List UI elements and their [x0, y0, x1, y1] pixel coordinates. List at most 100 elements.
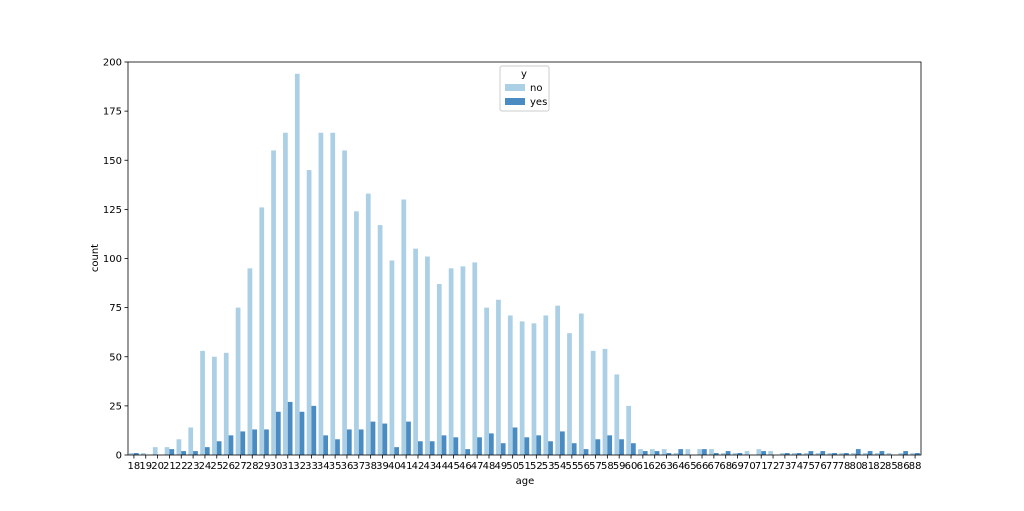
- x-tick-label-57: 57: [589, 461, 602, 472]
- x-tick-label-24: 24: [199, 461, 212, 472]
- bar-no-24: [200, 350, 205, 455]
- bar-no-61: [638, 449, 643, 455]
- bar-no-78: [839, 453, 845, 455]
- y-tick-label-75: 75: [109, 303, 122, 314]
- legend-label-yes: yes: [530, 97, 547, 108]
- bar-yes-39: [382, 423, 388, 455]
- bar-no-55: [567, 333, 572, 455]
- x-tick-label-28: 28: [246, 461, 259, 472]
- legend-label-no: no: [530, 83, 542, 94]
- x-tick-label-38: 38: [364, 461, 377, 472]
- bar-yes-18: [133, 453, 139, 455]
- bar-yes-54: [560, 431, 565, 455]
- bar-no-77: [827, 453, 833, 455]
- bar-no-82: [874, 453, 880, 455]
- bar-yes-28: [252, 429, 258, 455]
- bar-no-34: [318, 132, 324, 456]
- bar-no-51: [519, 321, 525, 455]
- x-tick-label-45: 45: [447, 461, 460, 472]
- bar-yes-73: [784, 453, 790, 455]
- x-tick-label-76: 76: [814, 461, 827, 472]
- bar-no-37: [354, 211, 359, 455]
- bar-no-50: [507, 315, 513, 455]
- x-tick-label-67: 67: [708, 461, 721, 472]
- bar-yes-40: [394, 447, 400, 455]
- x-tick-label-46: 46: [459, 461, 472, 472]
- x-tick-label-52: 52: [530, 461, 543, 472]
- bar-no-29: [259, 207, 265, 455]
- x-tick-label-80: 80: [850, 461, 863, 472]
- bar-no-30: [271, 150, 276, 455]
- bar-yes-34: [323, 435, 329, 455]
- bar-no-19: [141, 453, 146, 455]
- x-tick-label-71: 71: [755, 461, 768, 472]
- bar-no-21: [164, 447, 170, 455]
- bar-no-56: [578, 313, 584, 455]
- bar-yes-66: [702, 449, 707, 455]
- x-tick-label-21: 21: [163, 461, 176, 472]
- bar-no-85: [886, 453, 892, 455]
- bar-no-66: [697, 449, 703, 455]
- bar-no-31: [283, 132, 288, 456]
- x-tick-label-23: 23: [187, 461, 200, 472]
- x-tick-label-64: 64: [672, 461, 685, 472]
- bar-no-57: [590, 350, 596, 455]
- x-tick-label-88: 88: [909, 461, 922, 472]
- bar-yes-58: [607, 435, 613, 455]
- bar-no-38: [365, 193, 371, 455]
- bar-yes-56: [583, 449, 589, 455]
- y-tick-label-175: 175: [103, 107, 122, 118]
- bar-no-28: [247, 268, 253, 455]
- bar-no-67: [709, 449, 714, 455]
- bar-yes-86: [903, 451, 908, 455]
- bar-yes-52: [536, 435, 542, 455]
- bar-no-33: [306, 170, 312, 455]
- bar-no-76: [815, 453, 821, 455]
- bar-yes-61: [642, 451, 648, 455]
- bar-no-70: [744, 451, 750, 455]
- x-tick-label-32: 32: [293, 461, 306, 472]
- x-tick-label-29: 29: [258, 461, 271, 472]
- x-tick-label-74: 74: [790, 461, 803, 472]
- bar-yes-22: [181, 451, 186, 455]
- x-tick-label-18: 18: [128, 461, 141, 472]
- x-tick-label-22: 22: [175, 461, 188, 472]
- bar-yes-30: [275, 411, 281, 455]
- bar-no-40: [389, 260, 395, 455]
- x-tick-label-66: 66: [696, 461, 709, 472]
- y-tick-label-150: 150: [103, 156, 122, 167]
- bar-no-45: [448, 268, 454, 455]
- bar-yes-21: [169, 449, 175, 455]
- bar-yes-81: [867, 451, 873, 455]
- x-tick-label-37: 37: [352, 461, 365, 472]
- bar-no-69: [732, 453, 738, 455]
- x-tick-label-58: 58: [601, 461, 614, 472]
- bar-yes-59: [619, 439, 624, 455]
- x-tick-label-33: 33: [305, 461, 318, 472]
- x-tick-label-31: 31: [281, 461, 294, 472]
- bar-yes-48: [488, 433, 494, 455]
- x-tick-label-20: 20: [151, 461, 164, 472]
- x-tick-label-60: 60: [625, 461, 638, 472]
- bar-yes-32: [299, 411, 305, 455]
- x-tick-label-44: 44: [435, 461, 448, 472]
- bar-yes-27: [240, 431, 246, 455]
- bar-yes-82: [879, 451, 885, 455]
- bar-no-42: [413, 248, 418, 455]
- x-tick-label-62: 62: [648, 461, 661, 472]
- bar-yes-42: [417, 441, 423, 455]
- bar-yes-75: [808, 451, 814, 455]
- x-tick-label-26: 26: [222, 461, 235, 472]
- bar-yes-46: [465, 449, 471, 455]
- bar-yes-36: [346, 429, 352, 455]
- bar-yes-78: [844, 453, 849, 455]
- bar-yes-68: [725, 451, 731, 455]
- x-tick-label-35: 35: [329, 461, 342, 472]
- bar-no-20: [152, 447, 158, 455]
- x-tick-label-73: 73: [779, 461, 792, 472]
- x-tick-label-81: 81: [861, 461, 874, 472]
- x-tick-label-61: 61: [636, 461, 649, 472]
- bar-yes-76: [820, 451, 826, 455]
